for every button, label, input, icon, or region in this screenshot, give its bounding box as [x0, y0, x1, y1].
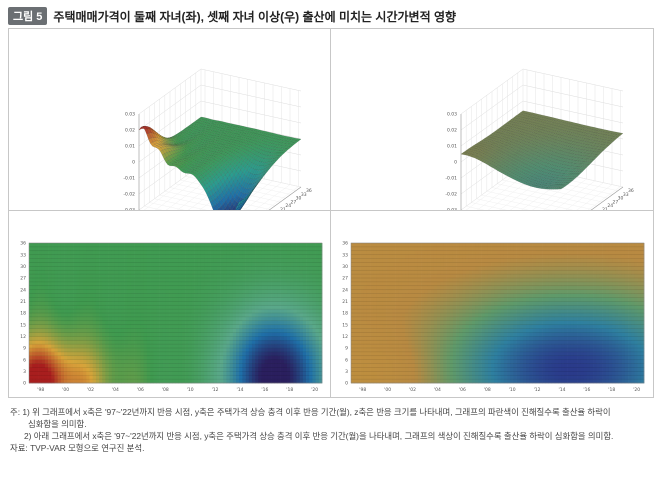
x-tick-label: '08	[162, 387, 169, 393]
y-tick-label: 21	[342, 299, 348, 305]
note-1-continued: 심화함을 의미함.	[28, 419, 87, 429]
y-tick-label: 9	[23, 346, 26, 352]
x-tick-label: '02	[409, 387, 416, 393]
surface-chart-svg: 0.030.020.010-0.01-0.02-0.03'98'00'02'04…	[445, 68, 634, 212]
surface-chart-second-child: 0.030.020.010-0.01-0.02-0.03'98'00'02'04…	[8, 28, 332, 212]
y-tick-label: 21	[280, 207, 286, 211]
x-tick-label: '20	[311, 387, 318, 393]
y-tick-label: 24	[342, 287, 348, 293]
z-tick-label: -0.03	[123, 208, 135, 212]
y-tick-label: 6	[345, 357, 348, 363]
z-tick-label: -0.01	[445, 176, 457, 182]
heatmap-frame	[28, 242, 323, 384]
y-tick-label: 30	[618, 196, 624, 202]
heatmap-svg: 0369121518212427303336'98'00'02'04'06'08…	[20, 241, 323, 393]
surface-chart-third-child: 0.030.020.010-0.01-0.02-0.03'98'00'02'04…	[330, 28, 654, 212]
figure-header: 그림 5 주택매매가격이 둘째 자녀(좌), 셋째 자녀 이상(우) 출산에 미…	[8, 7, 456, 25]
y-tick-label: 33	[301, 192, 307, 198]
y-tick-label: 15	[20, 322, 26, 328]
x-tick-label: '10	[509, 387, 516, 393]
y-tick-label: 36	[20, 241, 26, 247]
z-tick-label: 0.03	[125, 112, 135, 118]
x-tick-label: '14	[236, 387, 243, 393]
y-tick-label: 36	[628, 188, 634, 194]
y-tick-label: 15	[342, 322, 348, 328]
y-tick-label: 21	[20, 299, 26, 305]
y-tick-label: 33	[20, 252, 26, 258]
y-tick-label: 27	[20, 276, 26, 282]
x-tick-label: '98	[37, 387, 44, 393]
y-tick-label: 3	[345, 369, 348, 375]
figure-notes: 주: 1) 위 그래프에서 x축은 '97~'22년까지 반응 시점, y축은 …	[10, 406, 655, 454]
x-tick-label: '16	[583, 387, 590, 393]
y-tick-label: 24	[20, 287, 26, 293]
x-tick-label: '18	[286, 387, 293, 393]
y-tick-label: 33	[342, 252, 348, 258]
heatmap-svg: 0369121518212427303336'98'00'02'04'06'08…	[342, 241, 645, 393]
y-tick-label: 24	[607, 203, 613, 209]
y-tick-label: 18	[20, 311, 26, 317]
heatmap-frame	[350, 242, 645, 384]
y-tick-label: 33	[623, 192, 629, 198]
y-tick-label: 0	[23, 381, 26, 387]
y-tick-label: 21	[602, 207, 608, 211]
x-tick-label: '16	[261, 387, 268, 393]
x-tick-label: '18	[608, 387, 615, 393]
y-tick-label: 27	[342, 276, 348, 282]
y-tick-label: 12	[20, 334, 26, 340]
y-tick-label: 0	[345, 381, 348, 387]
y-tick-label: 27	[613, 199, 619, 205]
z-tick-label: 0.03	[447, 112, 457, 118]
y-tick-label: 12	[342, 334, 348, 340]
note-2: 2) 아래 그래프에서 x축은 '97~'22년까지 반응 시점, y축은 주택…	[24, 431, 614, 441]
x-tick-label: '14	[558, 387, 565, 393]
x-tick-label: '02	[87, 387, 94, 393]
x-tick-label: '04	[112, 387, 119, 393]
y-tick-label: 24	[285, 203, 291, 209]
y-tick-label: 30	[20, 264, 26, 270]
surface-chart-svg: 0.030.020.010-0.01-0.02-0.03'98'00'02'04…	[123, 68, 312, 212]
y-tick-label: 9	[345, 346, 348, 352]
figure-title: 주택매매가격이 둘째 자녀(좌), 셋째 자녀 이상(우) 출산에 미치는 시간…	[53, 9, 457, 24]
x-tick-label: '12	[212, 387, 219, 393]
x-tick-label: '98	[359, 387, 366, 393]
y-tick-label: 3	[23, 369, 26, 375]
y-tick-label: 36	[306, 188, 312, 194]
y-tick-label: 27	[291, 199, 297, 205]
figure-badge: 그림 5	[8, 7, 48, 25]
z-tick-label: 0.02	[125, 128, 135, 134]
heatmap-cells	[351, 242, 645, 384]
surface-mesh	[460, 110, 624, 190]
x-tick-label: '06	[137, 387, 144, 393]
x-tick-label: '06	[459, 387, 466, 393]
z-tick-label: -0.01	[123, 176, 135, 182]
y-tick-label: 30	[342, 264, 348, 270]
y-tick-label: 36	[342, 241, 348, 247]
note-1: 주: 1) 위 그래프에서 x축은 '97~'22년까지 반응 시점, y축은 …	[10, 407, 611, 417]
y-tick-label: 6	[23, 357, 26, 363]
z-tick-label: -0.03	[445, 208, 457, 212]
z-tick-label: 0	[454, 160, 457, 166]
y-tick-label: 30	[296, 196, 302, 202]
note-source: 자료: TVP-VAR 모형으로 연구진 분석.	[10, 443, 145, 453]
x-tick-label: '04	[434, 387, 441, 393]
x-tick-label: '08	[484, 387, 491, 393]
z-tick-label: 0.02	[447, 128, 457, 134]
heatmap-third-child: 0 3 6 9 12 15 18 21 24 27 30 33 36'98'00'02'04'06'08…	[330, 210, 654, 398]
x-tick-label: '00	[384, 387, 391, 393]
z-tick-label: 0.01	[125, 144, 135, 150]
x-tick-label: '10	[187, 387, 194, 393]
surface-mesh	[138, 116, 302, 211]
z-tick-label: 0	[132, 160, 135, 166]
x-tick-label: '20	[633, 387, 640, 393]
z-tick-label: 0.01	[447, 144, 457, 150]
z-tick-label: -0.02	[123, 192, 135, 198]
y-tick-label: 18	[342, 311, 348, 317]
x-tick-label: '12	[534, 387, 541, 393]
z-tick-label: -0.02	[445, 192, 457, 198]
heatmap-cells	[29, 242, 323, 384]
heatmap-second-child: 0 3 6 9 12 15 18 21 24 27 30 33 36'98'00'02'04'06'08…	[8, 210, 332, 398]
x-tick-label: '00	[62, 387, 69, 393]
